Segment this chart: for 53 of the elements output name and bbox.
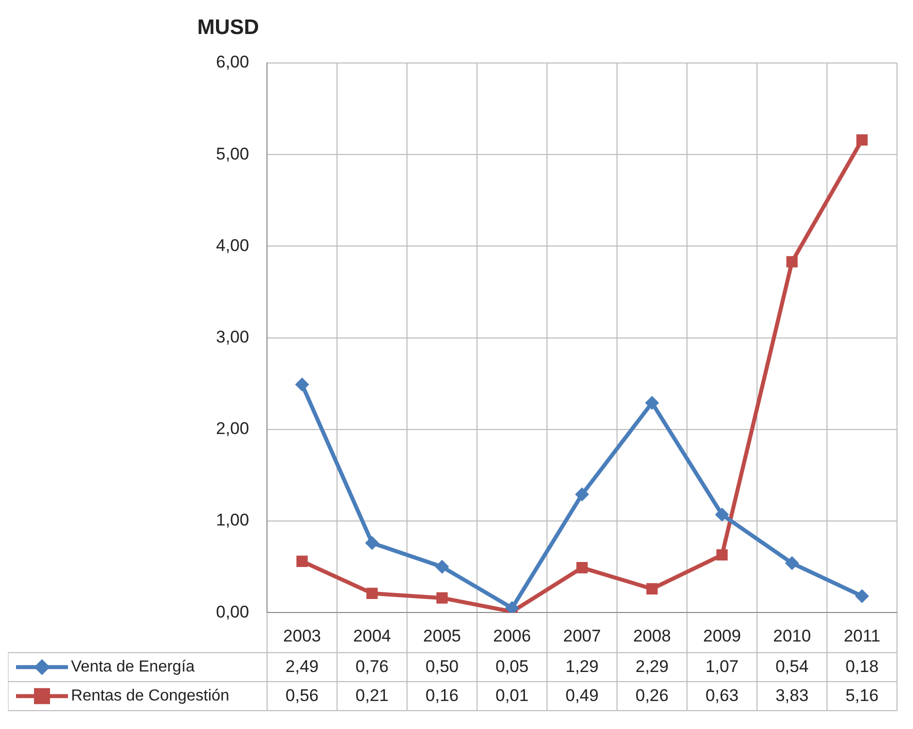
point: [786, 256, 798, 268]
x-tick-label: 2007: [563, 626, 601, 646]
point: [645, 396, 660, 410]
data-label: 5,16: [845, 686, 879, 705]
point: [855, 589, 870, 604]
point: [716, 549, 728, 561]
y-tick-label: 4,00: [216, 236, 250, 255]
point: [296, 556, 308, 567]
data-label: 0,63: [705, 686, 739, 705]
point: [856, 134, 868, 146]
point: [365, 536, 380, 550]
point: [366, 588, 378, 600]
data-label: 0,54: [775, 656, 809, 676]
data-label: 0,05: [496, 656, 529, 676]
y-tick-label: 0,00: [216, 602, 250, 622]
data-label: 2,29: [635, 656, 669, 676]
y-axis-title: MUSD: [197, 16, 260, 39]
point: [436, 592, 448, 604]
data-label: 1,07: [705, 656, 739, 676]
y-tick-label: 1,00: [216, 510, 250, 530]
y-tick-label: 2,00: [216, 419, 250, 438]
point: [575, 487, 590, 502]
point: [576, 562, 588, 574]
x-tick-label: 2009: [703, 626, 741, 646]
point: [785, 556, 800, 570]
x-tick-label: 2004: [353, 626, 391, 646]
x-tick-label: 2011: [844, 626, 880, 646]
data-label: 2,49: [286, 656, 319, 676]
point: [715, 508, 730, 522]
x-tick-label: 2003: [283, 626, 321, 646]
data-label: 0,21: [356, 686, 389, 705]
y-tick-label: 5,00: [216, 144, 250, 164]
data-label: 0,18: [845, 656, 879, 676]
data-label: 0,16: [426, 686, 459, 705]
point: [646, 583, 658, 594]
data-label: 0,56: [286, 686, 319, 705]
x-tick-label: 2010: [773, 626, 811, 646]
data-label: 0,01: [496, 686, 529, 705]
data-label: 1,29: [565, 656, 599, 676]
data-label: 0,49: [565, 686, 599, 705]
legend-label: Venta de Energía: [71, 658, 195, 676]
y-tick-label: 6,00: [216, 52, 250, 72]
y-tick-label: 3,00: [216, 327, 250, 346]
data-label: 0,50: [426, 656, 459, 676]
data-label: 0,76: [356, 656, 389, 676]
legend-label: Rentas de Congestión: [71, 688, 230, 705]
x-tick-label: 2006: [493, 626, 531, 646]
point: [295, 378, 310, 392]
point: [435, 560, 450, 574]
data-label: 3,83: [775, 686, 809, 705]
x-tick-label: 2005: [423, 626, 461, 646]
data-label: 0,26: [635, 686, 669, 705]
x-tick-label: 2008: [633, 626, 671, 646]
